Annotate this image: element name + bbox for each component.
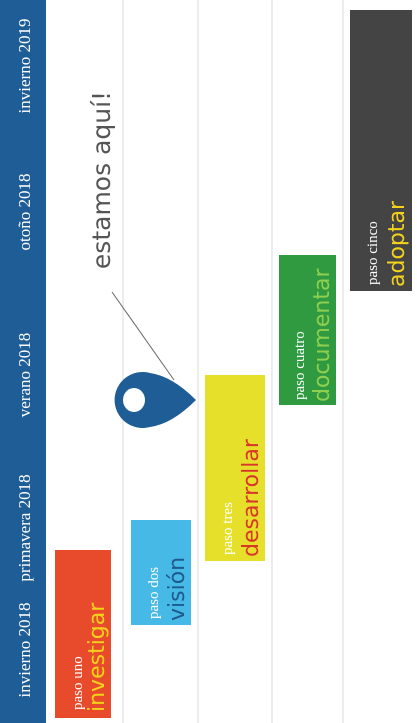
step-label: paso tres	[220, 502, 236, 555]
step-name: desarrollar	[239, 438, 264, 557]
season-label: primavera 2018	[15, 474, 34, 581]
step-name: documentar	[310, 268, 335, 402]
step-name: adoptar	[385, 200, 410, 287]
season-band	[0, 0, 46, 723]
step-label: paso cuatro	[292, 331, 308, 400]
marker-label: estamos aquí!	[87, 91, 116, 269]
step-name: investigar	[85, 602, 110, 712]
pointer-line	[111, 291, 175, 381]
step-label: paso dos	[146, 567, 162, 619]
step-block	[350, 10, 412, 291]
step-label: paso cinco	[365, 221, 381, 285]
map-pin-hole	[123, 388, 145, 412]
season-label: invierno 2018	[15, 603, 34, 698]
step-label: paso uno	[70, 656, 86, 710]
season-label: verano 2018	[15, 333, 34, 418]
season-label: invierno 2019	[15, 19, 34, 114]
step-name: visión	[165, 557, 190, 621]
step-block	[131, 520, 191, 625]
season-label: otoño 2018	[15, 174, 34, 251]
step-block	[55, 550, 111, 718]
step-block	[279, 255, 336, 405]
map-pin	[114, 372, 196, 428]
step-block	[205, 375, 265, 561]
